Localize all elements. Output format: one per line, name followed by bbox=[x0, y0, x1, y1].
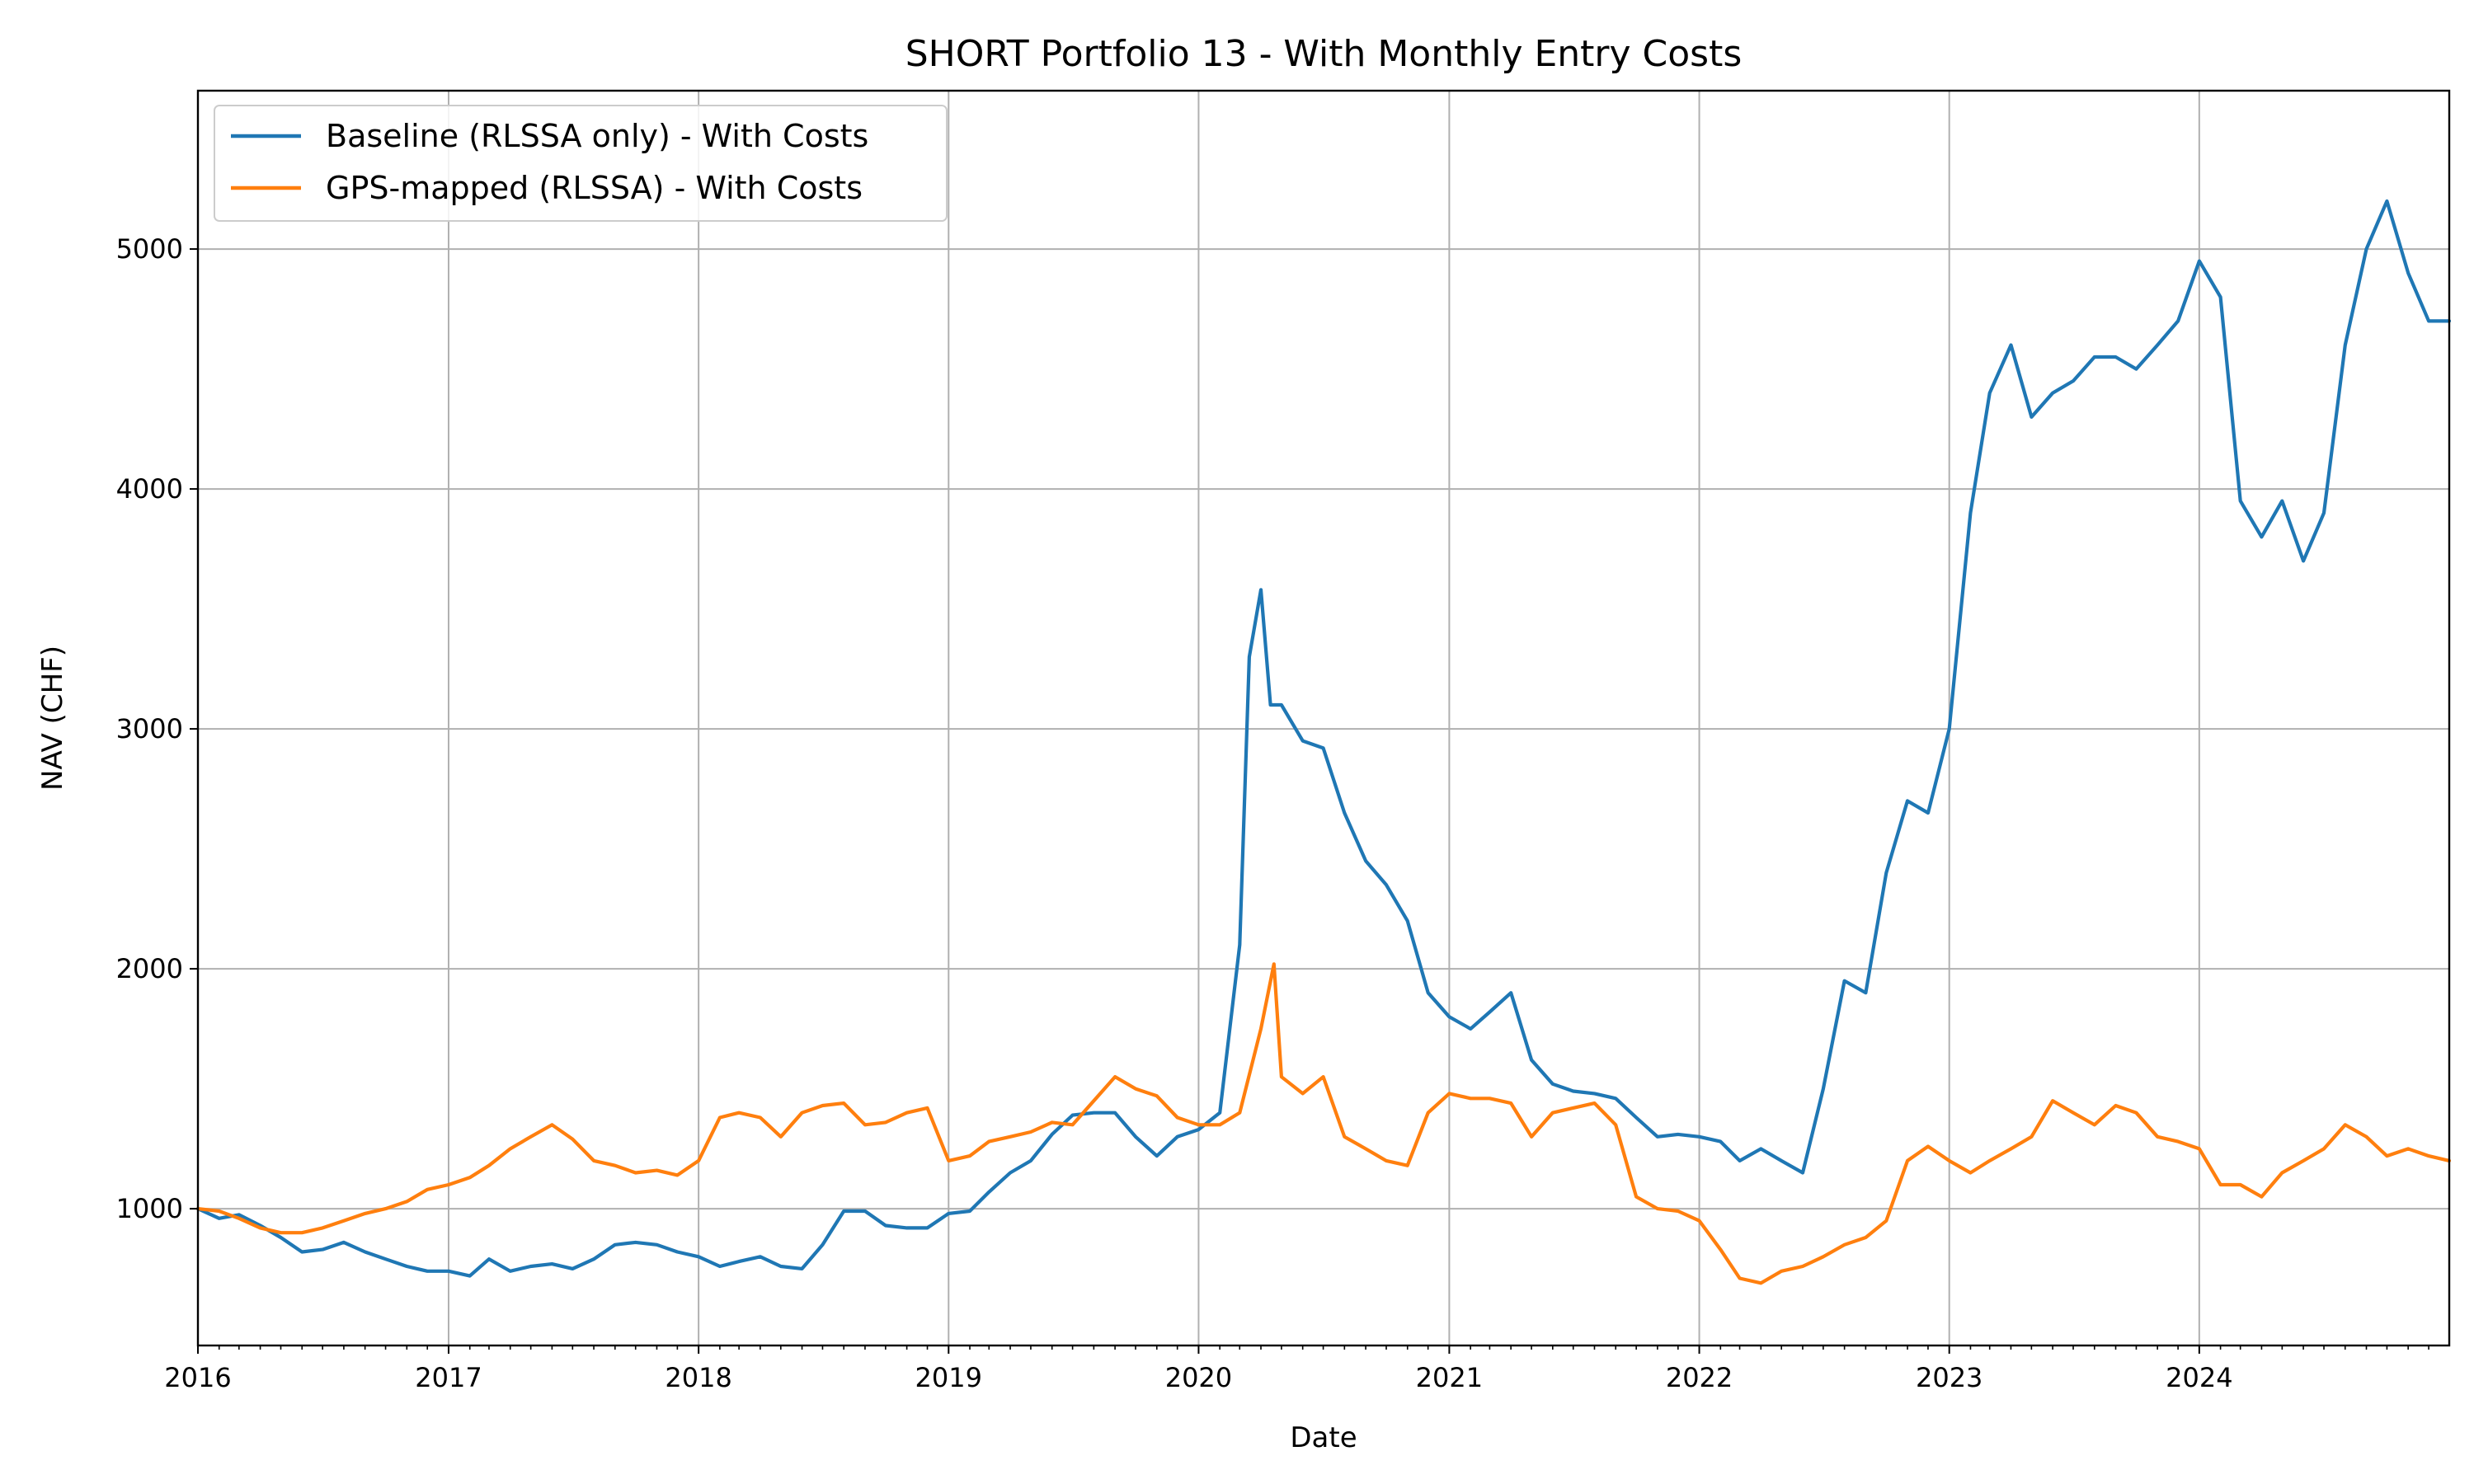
series-line-baseline bbox=[195, 199, 2452, 1278]
x-tick-label-2021: 2021 bbox=[1416, 1362, 1483, 1393]
chart-title: SHORT Portfolio 13 - With Monthly Entry … bbox=[905, 33, 1743, 75]
series-layer bbox=[195, 199, 2452, 1285]
x-tick-label-2017: 2017 bbox=[415, 1362, 482, 1393]
axis-ticks: 2016 2017 2018 2019 2020 2021 2022 2023 2024 1000… bbox=[116, 233, 2429, 1393]
grid bbox=[197, 91, 2449, 1345]
y-tick-label-1000: 1000 bbox=[116, 1193, 183, 1224]
y-tick-label-5000: 5000 bbox=[116, 233, 183, 265]
legend: Baseline (RLSSA only) - With Costs GPS-m… bbox=[214, 105, 948, 222]
x-tick-label-2022: 2022 bbox=[1666, 1362, 1733, 1393]
x-tick-label-2020: 2020 bbox=[1165, 1362, 1232, 1393]
y-tick-label-3000: 3000 bbox=[116, 713, 183, 744]
x-tick-label-2023: 2023 bbox=[1916, 1362, 1982, 1393]
legend-label-baseline: Baseline (RLSSA only) - With Costs bbox=[326, 118, 868, 154]
y-tick-label-2000: 2000 bbox=[116, 953, 183, 984]
x-tick-label-2016: 2016 bbox=[164, 1362, 231, 1393]
x-axis-label: Date bbox=[1290, 1421, 1357, 1454]
x-tick-label-2024: 2024 bbox=[2166, 1362, 2232, 1393]
legend-box bbox=[214, 105, 948, 222]
legend-label-gps-mapped: GPS-mapped (RLSSA) - With Costs bbox=[326, 170, 863, 206]
series-line-gps-mapped bbox=[195, 962, 2452, 1285]
y-axis-label: NAV (CHF) bbox=[36, 646, 69, 791]
x-tick-label-2019: 2019 bbox=[915, 1362, 982, 1393]
x-tick-label-2018: 2018 bbox=[665, 1362, 731, 1393]
y-tick-label-4000: 4000 bbox=[116, 473, 183, 505]
